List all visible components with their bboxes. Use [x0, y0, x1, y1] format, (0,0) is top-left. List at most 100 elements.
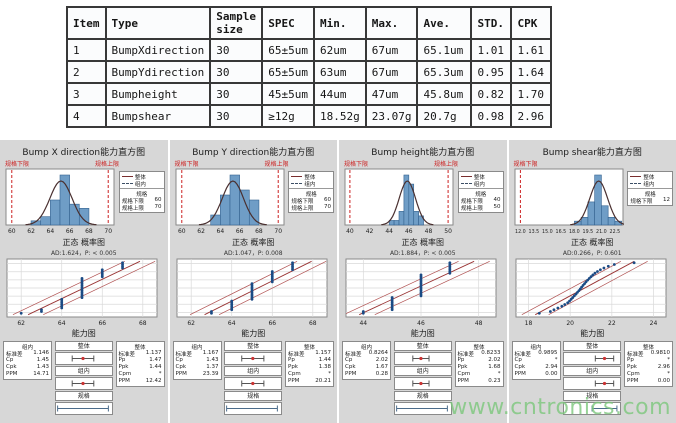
table-cell: 3 — [66, 82, 107, 106]
stat-value: * — [667, 357, 670, 363]
interval-plot-spec — [224, 402, 283, 415]
stat-label: Cp — [175, 357, 183, 363]
lsl-legend-label: 规格下限 — [121, 199, 144, 205]
capability-panel: Bump Y direction能力直方图 规格下限 规格上限 60 62 64 66 68 7… — [169, 140, 337, 423]
stat-label: 标准差 — [345, 352, 362, 358]
lsl-legend-value: 60 — [154, 197, 162, 203]
watermark: www.cntronics.com — [449, 395, 671, 420]
panel-title: Bump X direction能力直方图 — [22, 148, 146, 158]
within-line-sample — [630, 183, 642, 184]
capability-plot-title: 能力图 — [241, 329, 266, 338]
interval-plot-spec-svg — [226, 405, 279, 412]
stat-value: 20.21 — [315, 378, 331, 384]
lsl-legend-value: 40 — [493, 197, 501, 203]
stat-value: 1.45 — [36, 357, 49, 363]
stat-label: 标准差 — [118, 352, 136, 358]
column-header: Ave. — [416, 6, 473, 40]
interval-plot-spec — [563, 402, 622, 415]
table-cell: 67um — [364, 38, 419, 62]
within-stats-title: 组内 — [360, 345, 372, 351]
lsl-legend-label: 规格下限 — [291, 199, 314, 205]
within-stats-title: 组内 — [530, 345, 542, 351]
svg-text:68: 68 — [255, 228, 263, 235]
table-cell: 45±5um — [261, 82, 315, 106]
within-line-sample — [291, 183, 303, 184]
svg-text:13.5: 13.5 — [528, 229, 539, 235]
capability-histogram-svg: 60 62 64 66 68 70 — [5, 168, 115, 235]
stat-label: 标准差 — [175, 352, 193, 358]
histogram-row: 40 42 44 46 48 50 整体 组内 规格 规格下限 40 规格上限 50 — [342, 167, 504, 235]
spec-limit-labels: 规格下限 — [512, 159, 628, 168]
svg-text:62: 62 — [27, 228, 35, 235]
capability-panel: Bump X direction能力直方图 规格下限 规格上限 60 62 64 66 68 7… — [0, 140, 168, 423]
stat-row: PPM 14.71 — [6, 371, 49, 378]
svg-text:42: 42 — [366, 228, 374, 235]
stat-label: 标准差 — [627, 352, 644, 358]
interval-label-overall: 整体 — [563, 341, 622, 351]
svg-text:66: 66 — [66, 228, 74, 235]
stat-value: 0.8264 — [368, 350, 388, 356]
svg-text:60: 60 — [8, 228, 16, 235]
usl-line-label: 规格上限 — [94, 161, 119, 168]
stat-row: Ppk 1.68 — [458, 364, 501, 371]
svg-text:24: 24 — [649, 320, 657, 327]
legend-row-overall: 整体 — [630, 173, 670, 181]
capability-panels: Bump X direction能力直方图 规格下限 规格上限 60 62 64 66 68 7… — [0, 140, 676, 423]
capability-histogram-svg: 12.0 13.5 15.0 16.5 18.0 19.5 21.0 22.5 — [514, 168, 625, 235]
svg-text:48: 48 — [475, 320, 483, 327]
stat-row: 标准差 0.8264 — [345, 350, 388, 358]
table-cell: 1.61 — [510, 38, 553, 62]
svg-text:60: 60 — [177, 228, 185, 235]
histogram-legend: 整体 组内 规格 规格下限 12 — [627, 171, 673, 206]
usl-legend-label: 规格上限 — [460, 206, 483, 212]
stat-row: 标准差 1.137 — [118, 350, 162, 358]
within-stats-box: 组内 标准差 0.9895 Cp * Cpk 2.94 PPM 0.00 — [511, 341, 561, 380]
stat-row: Pp 1.44 — [288, 357, 331, 364]
legend-row-within: 组内 — [121, 180, 162, 188]
stat-row: PPM 0.23 — [458, 378, 501, 385]
panel-title: Bump shear能力直方图 — [542, 148, 642, 158]
stat-label: PPM — [118, 378, 130, 384]
probability-plot-title: 正态 概率图 — [401, 238, 445, 247]
interval-column: 整体 组内 规格 — [563, 341, 622, 415]
spec-legend-title: 规格 — [136, 192, 148, 198]
table-header-row: Item Type Sample size SPEC Min. Max. Ave. STD. C… — [66, 6, 553, 40]
interval-label-within: 组内 — [563, 366, 622, 376]
stat-label: PPM — [175, 371, 187, 377]
stat-value: 0.9810 — [650, 350, 670, 356]
stat-row: Cpk 1.37 — [176, 364, 219, 371]
table-cell: 1.64 — [510, 60, 553, 84]
table-cell: Bumpheight — [104, 82, 212, 106]
overall-stats-title: 整体 — [642, 345, 654, 351]
stat-value: 1.43 — [206, 357, 219, 363]
svg-text:66: 66 — [235, 228, 243, 235]
interval-column: 整体 组内 规格 — [224, 341, 283, 415]
stat-row: PPM 20.21 — [288, 378, 331, 385]
table-cell: 30 — [209, 60, 264, 84]
stat-row: Cpk 2.94 — [515, 364, 558, 371]
interval-label-overall: 整体 — [54, 341, 113, 351]
stat-label: Cp — [514, 357, 522, 363]
stat-label: Ppk — [118, 364, 129, 370]
table-cell: 2.96 — [510, 104, 553, 128]
histogram-row: 60 62 64 66 68 70 整体 组内 规格 规格下限 60 规格上限 70 — [3, 167, 165, 235]
table-cell: 62um — [312, 38, 367, 62]
interval-plot-spec — [54, 402, 113, 415]
stat-row: 标准差 1.167 — [175, 350, 219, 358]
stat-value: 2.96 — [657, 364, 670, 370]
stat-row: 标准差 0.8233 — [458, 350, 501, 358]
stat-row: Cp 2.02 — [345, 357, 388, 364]
table-cell: 20.7g — [416, 104, 473, 128]
capability-plot-row: 组内 标准差 0.9895 Cp * Cpk 2.94 PPM 0.00 整体 组内 规格 整体 标准差 0… — [511, 341, 673, 415]
stat-row: Ppk 2.96 — [627, 364, 670, 371]
svg-text:22.5: 22.5 — [609, 229, 620, 235]
svg-text:46: 46 — [405, 228, 413, 235]
legend-divider — [458, 188, 503, 189]
svg-text:19.5: 19.5 — [582, 229, 593, 235]
usl-legend-label: 规格上限 — [291, 206, 314, 212]
stat-row: PPM 12.42 — [119, 378, 162, 385]
stat-label: Cpm — [457, 371, 471, 377]
interval-label-within: 组内 — [54, 366, 113, 376]
histogram-row: 60 62 64 66 68 70 整体 组内 规格 规格下限 60 规格上限 70 — [173, 167, 334, 235]
interval-column: 整体 组内 规格 — [54, 341, 113, 415]
